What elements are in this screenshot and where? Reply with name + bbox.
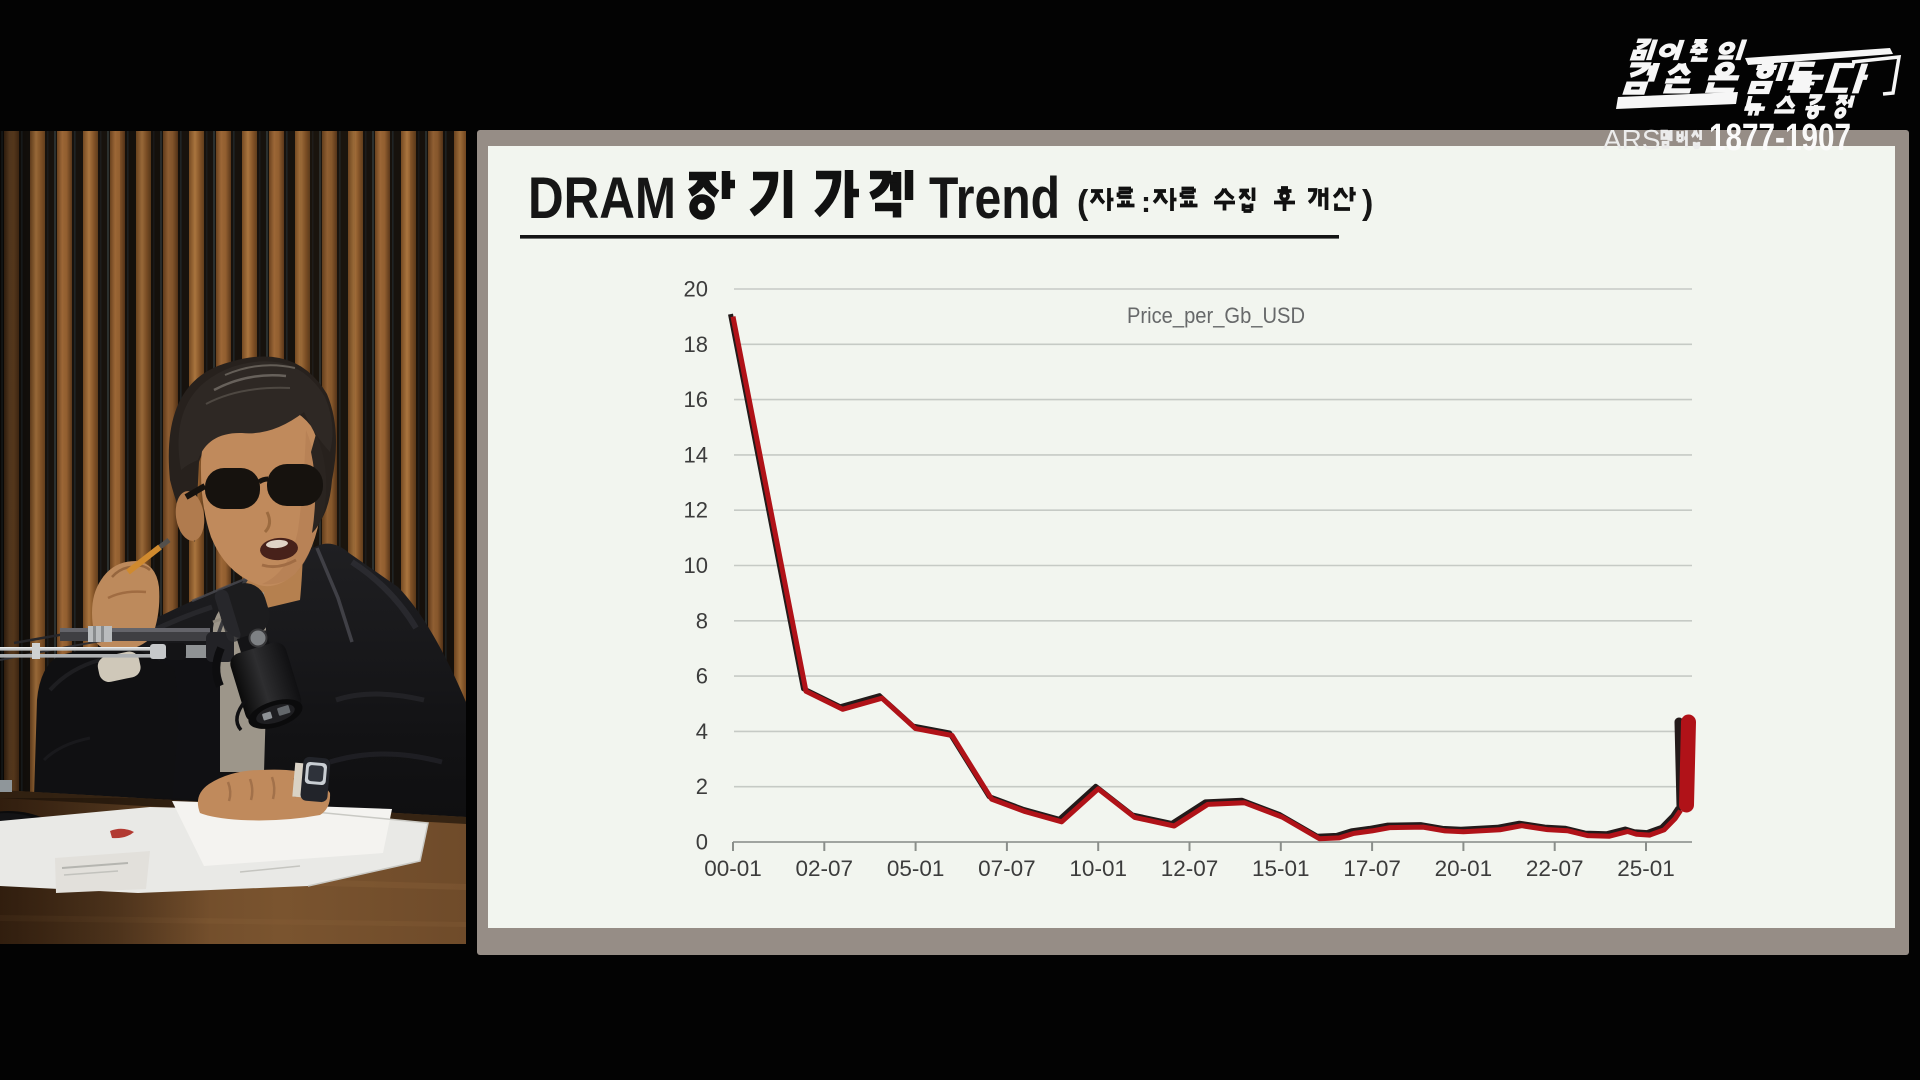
svg-text:05-01: 05-01 xyxy=(887,856,945,881)
svg-text:20: 20 xyxy=(684,277,708,302)
svg-text:2: 2 xyxy=(696,774,708,799)
svg-text:Price_per_Gb_USD: Price_per_Gb_USD xyxy=(1127,303,1305,328)
svg-text:00-01: 00-01 xyxy=(704,856,762,881)
svg-text:ARS: ARS xyxy=(1603,124,1661,155)
svg-text:10-01: 10-01 xyxy=(1069,856,1127,881)
svg-text:): ) xyxy=(1362,184,1373,222)
svg-text:DRAM: DRAM xyxy=(528,166,676,231)
svg-text:07-07: 07-07 xyxy=(978,856,1036,881)
svg-text:1877-1907: 1877-1907 xyxy=(1709,117,1851,159)
svg-text:4: 4 xyxy=(696,719,708,744)
svg-text:16: 16 xyxy=(684,387,708,412)
svg-text:25-01: 25-01 xyxy=(1617,856,1675,881)
svg-text:0: 0 xyxy=(696,830,708,855)
svg-text:12: 12 xyxy=(684,498,708,523)
svg-text:12-07: 12-07 xyxy=(1161,856,1219,881)
svg-text:(: ( xyxy=(1077,184,1089,222)
svg-text:6: 6 xyxy=(696,664,708,689)
svg-text:Trend: Trend xyxy=(929,166,1060,231)
svg-text:10: 10 xyxy=(684,553,708,578)
svg-text:17-07: 17-07 xyxy=(1343,856,1401,881)
svg-text:8: 8 xyxy=(696,608,708,633)
svg-text::: : xyxy=(1141,186,1151,219)
svg-text:22-07: 22-07 xyxy=(1526,856,1584,881)
svg-text:15-01: 15-01 xyxy=(1252,856,1310,881)
svg-text:18: 18 xyxy=(684,332,708,357)
svg-text:14: 14 xyxy=(684,442,708,467)
svg-text:02-07: 02-07 xyxy=(796,856,854,881)
svg-text:20-01: 20-01 xyxy=(1435,856,1493,881)
